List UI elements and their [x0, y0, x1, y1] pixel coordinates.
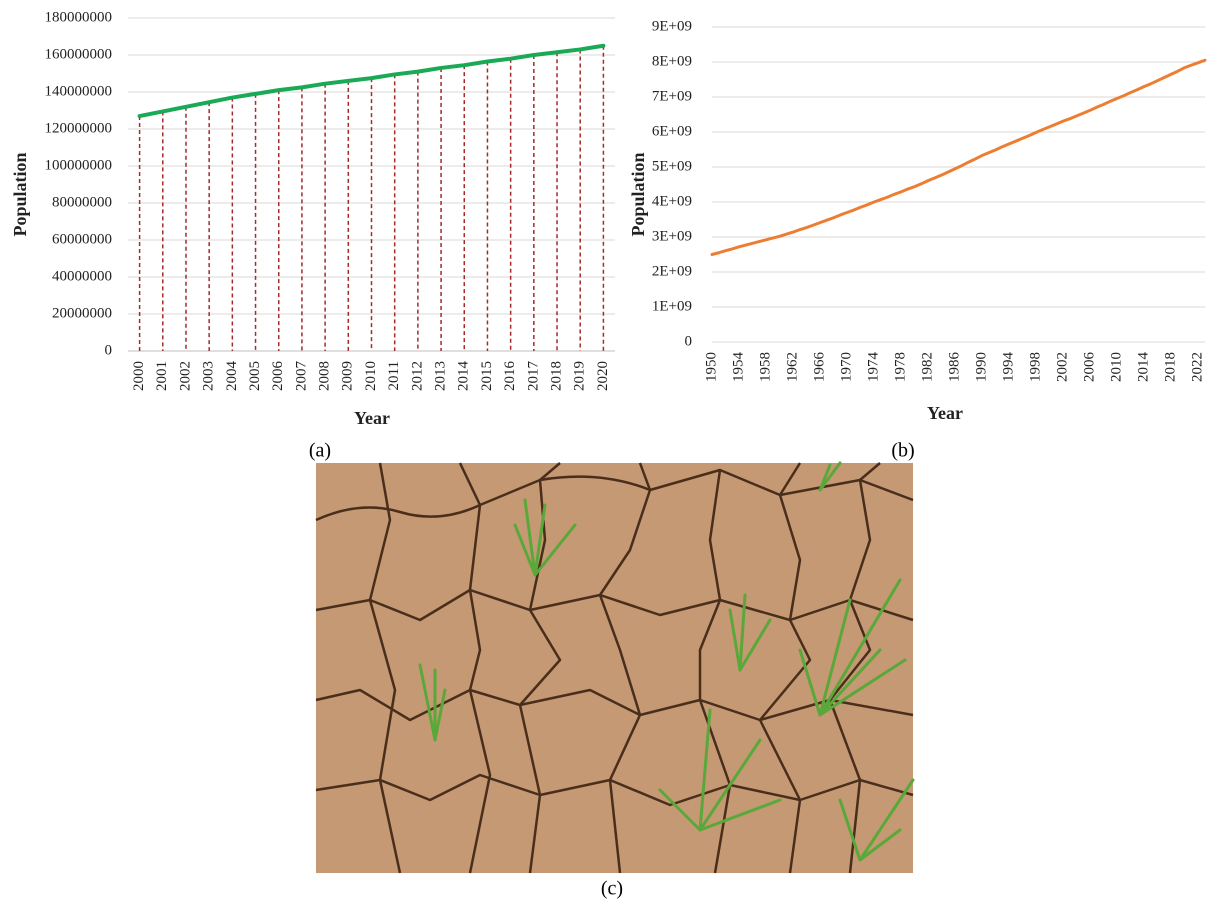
x-tick-label: 2013 [433, 361, 449, 391]
y-tick-label: 0 [685, 333, 693, 349]
data-line [712, 60, 1205, 254]
y-tick-label: 180000000 [45, 9, 113, 25]
y-tick-label: 80000000 [52, 194, 112, 210]
x-tick-label: 2018 [1163, 352, 1179, 382]
x-tick-label: 2002 [1055, 352, 1071, 382]
x-axis-label: Year [927, 403, 963, 423]
y-tick-label: 0 [105, 342, 113, 358]
y-tick-label: 40000000 [52, 268, 112, 284]
x-tick-label: 1966 [811, 352, 827, 383]
x-tick-label: 2012 [409, 361, 425, 391]
x-tick-label: 2018 [548, 361, 564, 391]
x-tick-label: 1962 [784, 352, 800, 382]
x-tick-label: 1970 [839, 352, 855, 382]
x-tick-label: 1958 [757, 352, 773, 382]
x-tick-label: 2004 [224, 361, 240, 392]
y-tick-label: 9E+09 [652, 18, 692, 34]
y-tick-label: 3E+09 [652, 228, 692, 244]
x-tick-label: 2014 [456, 361, 472, 392]
x-tick-label: 1994 [1001, 351, 1017, 382]
x-tick-label: 2000 [131, 361, 147, 391]
x-tick-label: 2005 [247, 361, 263, 391]
x-tick-label: 1978 [893, 352, 909, 382]
x-tick-label: 2016 [502, 360, 518, 391]
y-tick-label: 120000000 [45, 120, 113, 136]
y-tick-label: 60000000 [52, 231, 112, 247]
photo [316, 463, 913, 873]
chart: 0 20000000 40000000 60000000 80000000 1000000… [10, 9, 615, 461]
x-tick-label: 2003 [201, 361, 217, 391]
x-tick-label: 2002 [177, 361, 193, 391]
caption: (b) [891, 440, 914, 462]
x-tick-label: 2015 [479, 361, 495, 391]
y-tick-label: 1E+09 [652, 298, 692, 314]
x-tick-label: 1998 [1028, 352, 1044, 382]
y-tick-label: 20000000 [52, 305, 112, 321]
x-tick-label: 2011 [386, 361, 402, 390]
x-tick-label: 1974 [866, 352, 882, 383]
x-tick-label: 2008 [317, 361, 333, 391]
x-tick-label: 2006 [270, 361, 286, 392]
x-tick-label: 2020 [595, 361, 611, 391]
x-tick-label: 1986 [947, 352, 963, 383]
x-tick-label: 2006 [1082, 352, 1098, 383]
x-axis-label: Year [354, 408, 390, 428]
x-tick-label: 1990 [974, 352, 990, 382]
y-tick-label: 160000000 [45, 46, 113, 62]
x-tick-label: 2019 [572, 361, 588, 391]
y-tick-label: 5E+09 [652, 158, 692, 174]
chart: 0 1E+09 2E+09 3E+09 4E+09 5E+09 6E+09 7E+09 8E+0… [628, 18, 1206, 461]
y-tick-label: 2E+09 [652, 263, 692, 279]
y-tick-label: 4E+09 [652, 193, 692, 209]
y-axis-label: Population [10, 152, 30, 236]
x-tick-label: 1982 [920, 352, 936, 382]
y-axis-label: Population [628, 152, 648, 236]
x-tick-label: 2017 [525, 361, 541, 392]
y-tick-label: 8E+09 [652, 53, 692, 69]
y-tick-label: 100000000 [45, 157, 113, 173]
caption: (c) [601, 878, 623, 900]
x-tick-label: 2001 [154, 361, 170, 391]
x-tick-label: 2022 [1190, 352, 1206, 382]
y-tick-label: 140000000 [45, 83, 113, 99]
x-tick-label: 2010 [1109, 352, 1125, 382]
x-tick-label: 2010 [363, 361, 379, 391]
x-tick-label: 1950 [703, 352, 719, 382]
x-tick-label: 2007 [293, 361, 309, 392]
x-tick-label: 1954 [730, 352, 746, 383]
page: (c) 0 20000000 40000000 60000000 80000000 100… [0, 0, 1209, 904]
caption: (a) [309, 440, 331, 462]
y-tick-label: 6E+09 [652, 123, 692, 139]
x-tick-label: 2014 [1136, 352, 1152, 383]
figure: (c) 0 20000000 40000000 60000000 80000000 100… [0, 0, 1209, 904]
y-tick-label: 7E+09 [652, 88, 692, 104]
x-tick-label: 2009 [340, 361, 356, 391]
